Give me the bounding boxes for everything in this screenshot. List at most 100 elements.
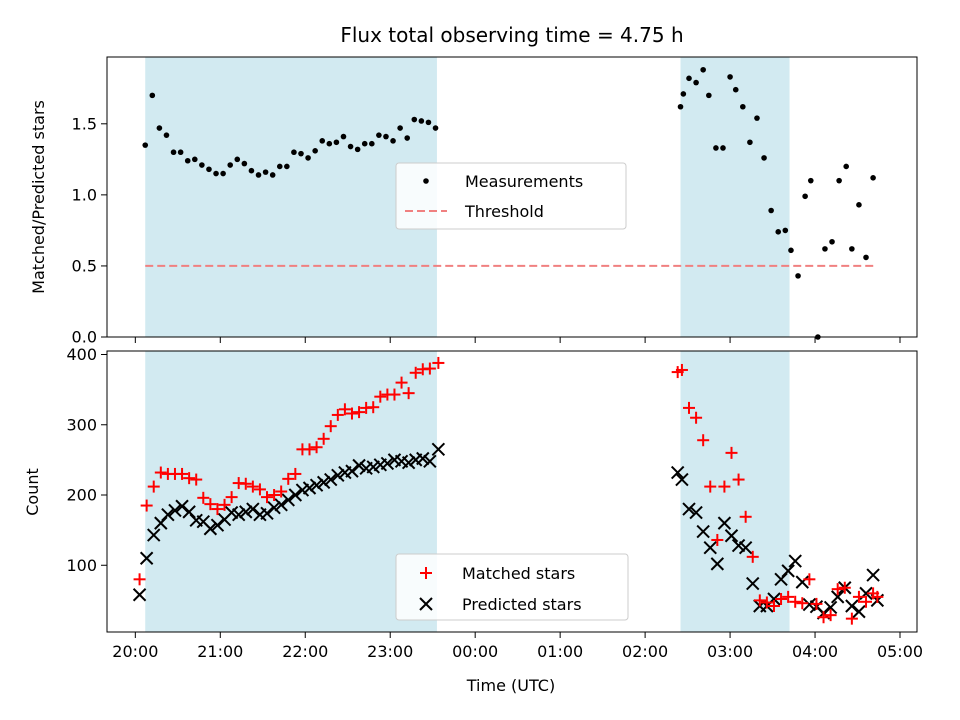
matched-star-point	[246, 480, 259, 493]
matched-star-point	[683, 401, 696, 414]
matched-star-point	[711, 533, 724, 546]
measurement-point	[843, 163, 849, 170]
predicted-star-point	[246, 502, 260, 516]
top-legend-box	[395, 162, 627, 230]
counts-layer	[132, 356, 885, 625]
predicted-star-point	[147, 528, 161, 542]
measurement-point	[312, 148, 318, 154]
measurement-point	[863, 254, 869, 261]
measurement-point	[807, 177, 814, 184]
matched-star-point	[253, 483, 266, 496]
shaded-interval-2	[680, 351, 790, 632]
matched-star-point	[767, 600, 780, 613]
matched-star-point	[289, 467, 302, 480]
x-tick-label: 03:00	[707, 642, 753, 661]
predicted-star-point	[309, 478, 324, 492]
matched-star-point	[402, 387, 415, 400]
matched-star-point	[183, 472, 196, 485]
matched-star-point	[746, 550, 759, 563]
matched-star-point	[154, 466, 167, 479]
measurement-point	[291, 149, 297, 156]
matched-star-point	[789, 595, 802, 608]
predicted-star-point	[696, 524, 710, 539]
matched-star-point	[871, 590, 884, 603]
top-panel: 0.0 0.5 1.0 1.5 Matched/Predicted stars Mea…	[29, 56, 918, 347]
measurement-point	[700, 66, 706, 73]
shaded-interval-2	[680, 57, 790, 337]
measurement-point	[305, 155, 311, 161]
measurement-point	[802, 193, 808, 200]
predicted-star-point	[288, 488, 303, 502]
measurement-point	[163, 132, 170, 138]
matched-star-point	[374, 390, 387, 403]
predicted-star-point	[132, 588, 147, 602]
x-tick-label: 02:00	[622, 642, 668, 661]
measurement-point	[142, 142, 149, 148]
measurement-point	[680, 91, 687, 97]
matched-star-point	[860, 595, 873, 608]
matched-star-point	[432, 356, 445, 369]
predicted-star-point	[682, 502, 696, 516]
measurement-point	[836, 177, 842, 184]
top-x-ticks	[134, 337, 901, 343]
measurement-point	[727, 74, 733, 80]
measurement-point	[732, 86, 739, 93]
matched-star-point	[753, 594, 766, 607]
predicted-star-point	[239, 505, 253, 519]
predicted-star-point	[267, 500, 281, 515]
measurement-point	[269, 172, 276, 178]
predicted-star-point	[331, 468, 345, 483]
measurement-point	[775, 229, 782, 235]
x-tick-label: 01:00	[537, 642, 583, 661]
measurement-point	[369, 140, 375, 147]
predicted-star-point	[795, 575, 810, 589]
matched-star-point	[824, 609, 837, 622]
predicted-star-point	[703, 540, 717, 555]
predicted-star-point	[324, 472, 338, 487]
matched-star-point	[718, 480, 731, 493]
legend-matched-label: Matched stars	[462, 564, 575, 583]
measurement-point	[227, 162, 233, 168]
matched-star-point	[353, 406, 366, 419]
matched-star-point	[725, 446, 738, 459]
predicted-star-point	[274, 498, 288, 512]
measurement-point	[248, 167, 255, 174]
matched-star-point	[147, 480, 160, 493]
matched-star-point	[268, 489, 281, 502]
legend-threshold-label: Threshold	[464, 202, 544, 221]
matched-star-point	[803, 573, 816, 586]
matched-star-point	[140, 499, 153, 512]
legend-measurements-marker	[423, 178, 429, 184]
measurement-point	[376, 132, 382, 138]
predicted-star-point	[830, 590, 845, 604]
measurement-point	[856, 202, 862, 208]
measurement-point	[677, 103, 684, 110]
measurement-point	[425, 119, 432, 126]
matched-star-point	[775, 592, 788, 605]
measurement-point	[747, 139, 753, 146]
top-y-tick-label: 1.5	[72, 114, 97, 133]
measurement-point	[404, 135, 411, 141]
matched-star-point	[133, 573, 146, 586]
predicted-star-point	[210, 518, 225, 532]
matched-star-point	[211, 503, 224, 516]
predicted-star-point	[302, 481, 317, 495]
bottom-y-tick-label: 100	[66, 556, 97, 575]
measurement-point	[156, 125, 163, 131]
measurement-point	[184, 157, 191, 164]
matched-star-point	[331, 408, 344, 421]
predicted-star-point	[431, 442, 446, 457]
matched-star-point	[345, 407, 358, 420]
matched-star-point	[817, 611, 830, 624]
predicted-star-point	[845, 599, 859, 613]
x-tick-label: 20:00	[112, 642, 158, 661]
predicted-star-point	[866, 568, 880, 582]
matched-star-point	[282, 472, 295, 485]
measurement-point	[720, 145, 726, 151]
legend-matched-marker	[420, 567, 432, 579]
measurement-point	[262, 169, 269, 175]
x-axis-label: Time (UTC)	[466, 676, 555, 695]
x-tick-label: 21:00	[197, 642, 243, 661]
matched-star-point	[831, 583, 844, 596]
